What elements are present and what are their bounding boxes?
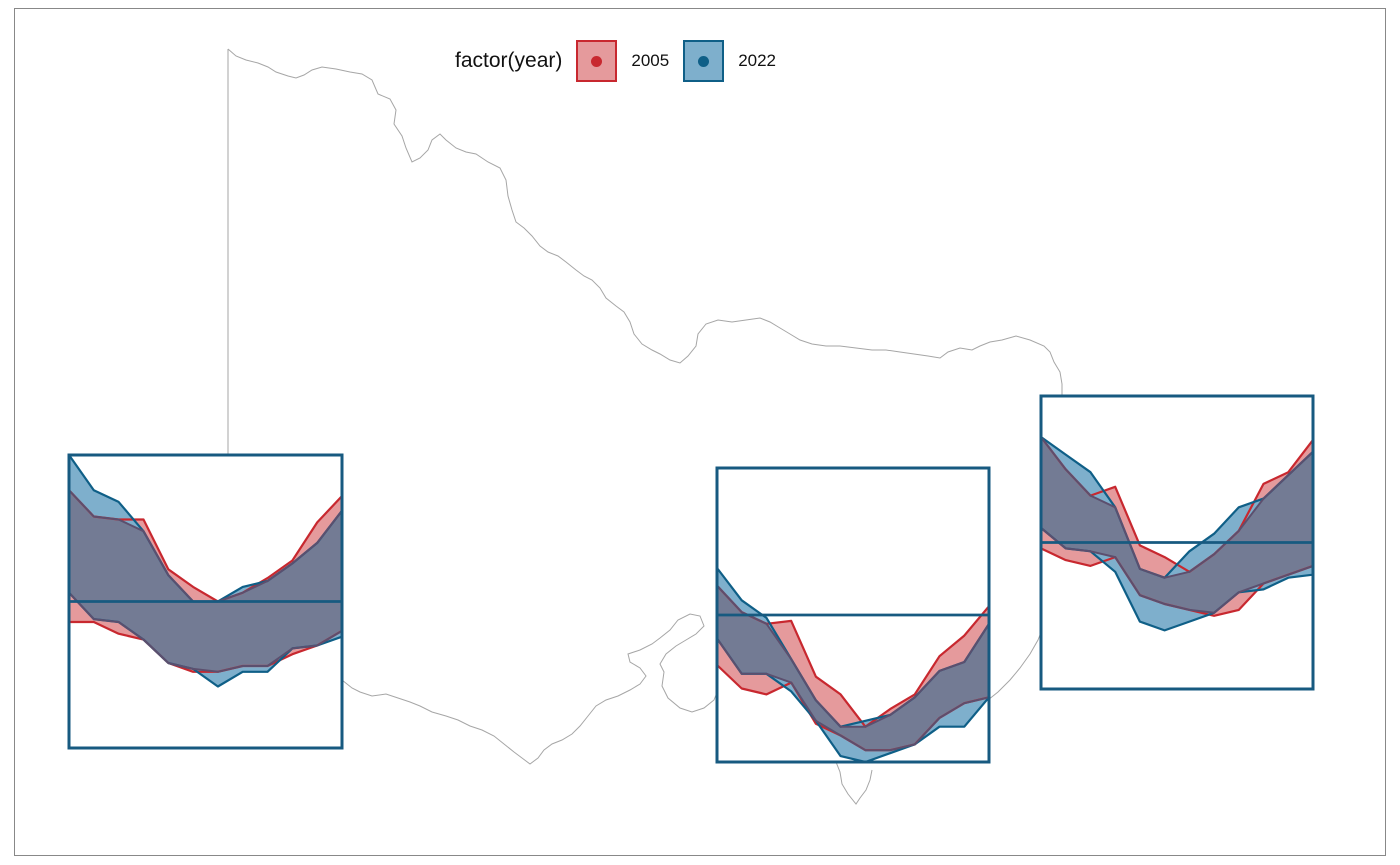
inset-central xyxy=(715,466,991,764)
inset-border xyxy=(1039,394,1315,691)
inset-border xyxy=(715,466,991,764)
map-south-coast-prom xyxy=(835,761,873,805)
legend-key-2005 xyxy=(576,40,618,82)
inset-border xyxy=(67,453,344,750)
line-2005-lower xyxy=(69,620,342,673)
legend-dot-2005 xyxy=(591,55,603,67)
legend-dot-2022 xyxy=(698,55,710,67)
ribbon-overlap xyxy=(1041,437,1313,613)
line-overlap-upper xyxy=(717,584,989,728)
inset-glyphs xyxy=(67,394,1315,764)
legend-key-2022 xyxy=(683,40,725,82)
map-south-coast-east xyxy=(987,629,1043,701)
inset-east xyxy=(1039,394,1315,691)
ribbon-overlap xyxy=(69,490,342,672)
line-overlap-upper xyxy=(1041,436,1313,579)
victoria-map-outline xyxy=(227,48,1063,805)
map-south-coast-west xyxy=(341,613,719,765)
line-overlap-lower xyxy=(717,637,989,752)
line-overlap-lower xyxy=(69,592,342,673)
line-overlap-lower xyxy=(1041,527,1313,614)
plot-frame xyxy=(14,8,1386,856)
map-north-border xyxy=(227,48,1063,396)
legend-title: factor(year) xyxy=(455,49,563,72)
ribbon-overlap xyxy=(717,585,989,751)
inset-west xyxy=(67,453,344,750)
legend-label-2022: 2022 xyxy=(738,51,777,70)
legend: factor(year) 2005 2022 xyxy=(455,38,790,84)
legend-label-2005: 2005 xyxy=(631,51,670,70)
